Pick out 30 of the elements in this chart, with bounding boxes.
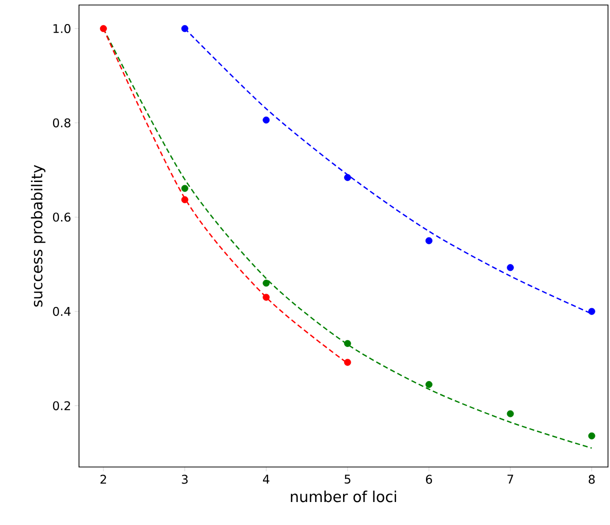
y-tick-label: 0.2 [52, 401, 70, 410]
point [506, 264, 514, 272]
point [588, 308, 596, 315]
point [506, 410, 514, 418]
point [181, 25, 188, 32]
x-tick-label: 7 [508, 474, 514, 484]
y-tick-label: 0.4 [52, 306, 71, 316]
x-tick-label: 5 [344, 474, 350, 484]
y-tick-label: 1.0 [54, 24, 70, 34]
x-tick-label: 6 [426, 474, 432, 484]
point [344, 174, 352, 182]
x-tick-label: 8 [588, 474, 595, 484]
point [344, 358, 352, 366]
point [262, 280, 270, 287]
x-tick-label: 2 [100, 474, 106, 484]
y-axis-title: success probability [30, 164, 46, 307]
point [344, 340, 352, 347]
point [588, 432, 596, 440]
x-tick-label: 4 [262, 474, 270, 484]
x-tick-label: 3 [182, 474, 188, 484]
x-axis-title: number of loci [290, 490, 396, 502]
y-tick-label: 0.8 [52, 118, 70, 128]
point [181, 196, 188, 204]
point [262, 294, 270, 301]
point [425, 381, 432, 388]
point [425, 237, 432, 244]
y-tick-label: 0.6 [52, 212, 70, 222]
point [262, 116, 270, 124]
point [181, 184, 188, 192]
point [100, 25, 107, 32]
